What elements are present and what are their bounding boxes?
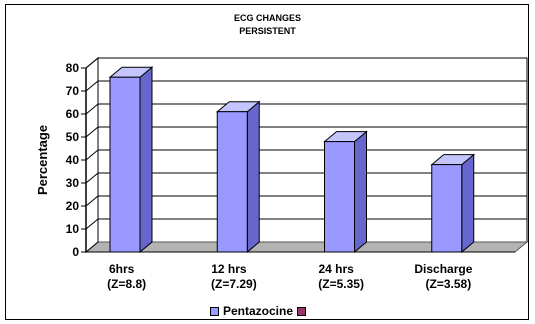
y-tick-label: 70 bbox=[66, 84, 80, 98]
chart-title-line-2: PERSISTENT bbox=[239, 26, 296, 36]
y-axis-label: Percentage bbox=[35, 125, 50, 195]
legend-swatch-second-series bbox=[297, 306, 307, 316]
y-tick-label: 40 bbox=[66, 153, 80, 167]
bar-face bbox=[216, 111, 248, 253]
y-tick-label: 0 bbox=[72, 245, 79, 259]
x-tick-label: 24 hrs bbox=[318, 262, 354, 276]
gridline-side bbox=[85, 126, 99, 138]
chart-title: ECG CHANGES PERSISTENT bbox=[0, 12, 535, 38]
bar-1 bbox=[215, 100, 261, 254]
gridline-side bbox=[85, 103, 99, 115]
x-tick-label: (Z=3.58) bbox=[426, 277, 472, 291]
bar-face bbox=[109, 76, 141, 253]
gridline-side bbox=[85, 218, 99, 230]
chart-title-line-1: ECG CHANGES bbox=[233, 13, 301, 23]
y-tick-label: 30 bbox=[66, 176, 80, 190]
gridline-side bbox=[85, 195, 99, 207]
x-tick-label: (Z=7.29) bbox=[211, 277, 257, 291]
x-tick-label: (Z=8.8) bbox=[107, 277, 146, 291]
y-tick-label: 80 bbox=[66, 61, 80, 75]
legend-label-pentazocine: Pentazocine bbox=[223, 304, 294, 318]
gridline-side bbox=[85, 172, 99, 184]
y-tick-label: 10 bbox=[66, 222, 80, 236]
x-tick-label: 12 hrs bbox=[211, 262, 247, 276]
gridline-side bbox=[85, 57, 99, 69]
bar-face bbox=[431, 164, 463, 253]
x-tick-label: Discharge bbox=[414, 262, 472, 276]
x-tick-label: 6hrs bbox=[109, 262, 135, 276]
bar-side bbox=[354, 130, 367, 254]
legend-swatch-pentazocine bbox=[210, 306, 219, 316]
y-tick-label: 60 bbox=[66, 107, 80, 121]
legend: Pentazocine bbox=[210, 304, 307, 318]
y-tick-label: 20 bbox=[66, 199, 80, 213]
bar-2 bbox=[323, 130, 368, 254]
gridline-side bbox=[85, 149, 99, 161]
x-tick-label: (Z=5.35) bbox=[318, 277, 364, 291]
gridline-side bbox=[85, 80, 99, 92]
y-tick-label: 50 bbox=[66, 130, 80, 144]
bar-3 bbox=[430, 153, 476, 254]
bar-side bbox=[139, 66, 153, 254]
bar-side bbox=[246, 100, 260, 254]
bar-0 bbox=[108, 66, 154, 254]
bar-side bbox=[461, 153, 475, 254]
bar-face bbox=[324, 141, 355, 253]
